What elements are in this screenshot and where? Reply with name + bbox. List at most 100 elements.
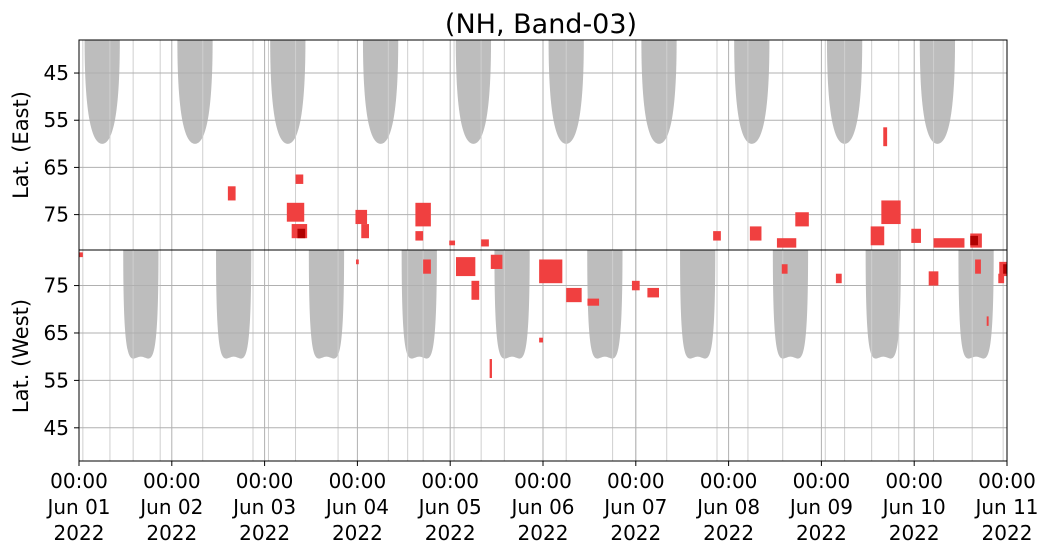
y-tick-label: 55 [44,108,69,132]
red-patch [928,271,939,286]
x-tick-label: 00:00 [514,469,572,493]
red-patch [566,287,582,303]
x-tick-label: Jun 08 [695,495,760,519]
red-patch [539,259,563,284]
red-patch [489,359,492,379]
x-tick-label: 00:00 [793,469,851,493]
dark-red-patch [1003,264,1007,274]
y-tick-label: 45 [44,416,69,440]
gray-period [772,250,809,359]
y-tick-label: 65 [44,321,69,345]
x-tick-label: 2022 [239,521,290,545]
x-tick-label: 2022 [610,521,661,545]
x-tick-label: Jun 09 [788,495,853,519]
red-patch [911,228,921,243]
gray-period [958,250,994,359]
red-patch [79,252,83,258]
gray-period [84,40,120,144]
dark-red-patch [297,228,306,239]
x-tick-label: 00:00 [143,469,201,493]
red-patch [749,226,762,241]
gray-period [362,40,399,144]
red-patch [481,239,489,247]
y-tick-label: 45 [44,61,69,85]
red-patch [870,226,885,246]
red-patch [361,224,369,239]
x-tick-label: 2022 [425,521,476,545]
x-tick-label: 2022 [889,521,940,545]
gray-period [308,250,345,359]
x-tick-label: 00:00 [978,469,1036,493]
red-patch [587,298,600,306]
y-tick-label: 65 [44,155,69,179]
red-patch [415,231,424,241]
red-patch [883,127,888,147]
red-patch [295,174,304,184]
red-patch [227,186,236,201]
red-patch [999,261,1007,277]
x-tick-label: Jun 03 [231,495,296,519]
red-patch [933,238,965,248]
x-tick-label: Jun 06 [509,495,574,519]
x-tick-label: 00:00 [421,469,479,493]
red-patch [471,280,480,300]
red-patch [881,200,901,225]
red-patch [998,273,1005,284]
red-patch [539,337,543,343]
red-patch [456,257,476,277]
x-tick-label: 00:00 [329,469,387,493]
gray-period [401,250,437,359]
x-tick-label: 2022 [982,521,1033,545]
dark-red-patch [970,235,978,246]
gray-period [587,250,623,359]
bottom-panel-plot-area: 75 65 55 45 [44,250,1008,461]
gray-period [919,40,956,144]
red-patch [415,202,431,227]
red-patch [356,259,359,265]
red-patch [713,231,721,241]
red-patch [975,259,981,274]
red-patch [631,280,640,291]
gray-period [123,250,159,359]
x-tick-label: 00:00 [607,469,665,493]
x-tick-label: Jun 07 [602,495,667,519]
red-patch [835,273,842,284]
gray-period [270,40,306,144]
y-tick-label: 75 [44,203,69,227]
gray-period [680,250,716,359]
x-tick-label: Jun 11 [973,495,1038,519]
gray-period [494,250,530,359]
x-tick-label: 00:00 [236,469,294,493]
x-tick-label: 2022 [146,521,197,545]
top-panel-ylabel: Lat. (East) [9,91,33,199]
gray-period [455,40,492,144]
red-patch [781,264,788,274]
panel-frames [78,39,1008,462]
x-tick-label: 00:00 [885,469,943,493]
bottom-panel-frame [78,249,1008,462]
gray-period [216,250,252,359]
gray-period [641,40,677,144]
y-tick-label: 75 [44,274,69,298]
top-panel: 45 55 65 75 Lat. (East) [9,40,1008,250]
red-patch [449,240,456,246]
red-patch [423,259,431,274]
y-tick-label: 55 [44,368,69,392]
x-tick-label: 2022 [703,521,754,545]
x-tick-label: 2022 [332,521,383,545]
x-tick-label: Jun 05 [417,495,482,519]
red-patch [795,212,809,227]
red-patch [776,238,797,248]
gray-period [177,40,213,144]
gray-period [734,40,770,144]
gray-period [865,250,901,359]
x-tick-label: 2022 [518,521,569,545]
red-patch [986,316,989,326]
red-patch [355,209,368,225]
x-tick-label: 00:00 [50,469,108,493]
top-panel-plot-area: 45 55 65 75 [44,40,1008,250]
red-patch [490,254,503,269]
red-patch [286,202,305,222]
